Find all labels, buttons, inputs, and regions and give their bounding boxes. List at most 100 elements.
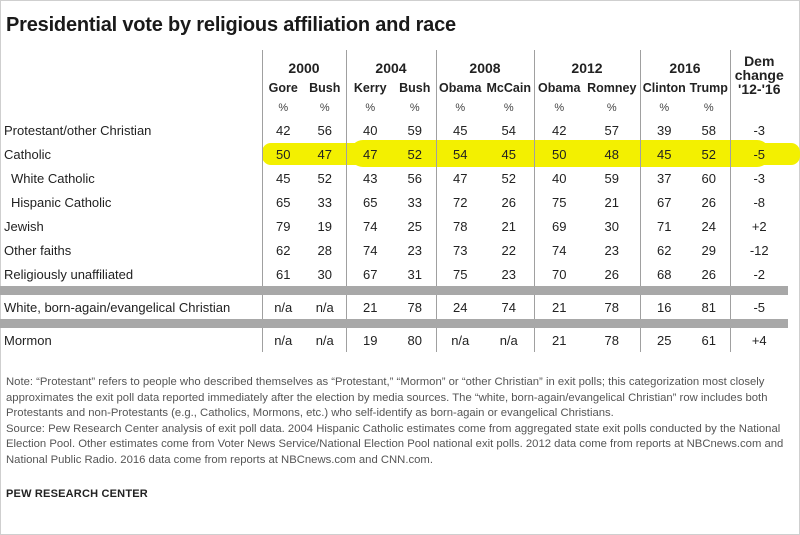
table-cell: 75 xyxy=(533,190,584,214)
percent-symbol: % xyxy=(319,102,330,114)
dem-change-header: Dem change '12-'16 xyxy=(729,50,788,98)
table-cell: 23 xyxy=(407,242,422,258)
percent-symbol xyxy=(729,98,788,118)
candidate-header: Bush xyxy=(309,81,341,95)
table-cell: 47 xyxy=(345,142,394,166)
table-cell: 37 xyxy=(639,166,688,190)
table-cell: 24 xyxy=(435,295,484,319)
year-header: 2012 xyxy=(533,50,640,78)
table-cell: 45 xyxy=(501,146,516,162)
year-header: 2016 xyxy=(639,50,730,78)
table-cell: 59 xyxy=(407,122,422,138)
table-cell: 25 xyxy=(639,328,688,352)
table-cell: -8 xyxy=(729,190,788,214)
row-separator xyxy=(0,286,788,295)
table-cell: 72 xyxy=(435,190,484,214)
table-cell: 54 xyxy=(501,122,516,138)
table-cell: 47 xyxy=(317,146,332,162)
row-label: Religiously unaffiliated xyxy=(4,266,134,282)
table-row: Jewish 79 19 74 25 78 21 69 30 71 24 +2 xyxy=(0,214,788,238)
table-cell: 62 xyxy=(261,238,304,262)
table-cell: 19 xyxy=(317,218,332,234)
header-candidates-row: Gore Bush Kerry Bush Obama McCain Obama Romney C… xyxy=(0,78,788,98)
table-cell: 24 xyxy=(701,218,716,234)
table-cell: 62 xyxy=(639,238,688,262)
table-cell: 23 xyxy=(604,242,619,258)
candidate-header: Romney xyxy=(587,81,637,95)
percent-symbol: % xyxy=(409,102,420,114)
table-cell: 45 xyxy=(435,118,484,142)
table-cell: 68 xyxy=(639,262,688,286)
table-cell: 74 xyxy=(533,238,584,262)
candidate-header: Obama xyxy=(533,78,584,98)
table-row: Religiously unaffiliated 61 30 67 31 75 23 70 26… xyxy=(0,262,788,286)
table-cell: 78 xyxy=(604,299,619,315)
header-spacer xyxy=(0,50,262,78)
percent-symbol: % xyxy=(345,98,394,118)
table-cell: 26 xyxy=(604,266,619,282)
table-cell: -5 xyxy=(729,142,788,166)
separator-bar xyxy=(0,319,788,328)
table-cell: 74 xyxy=(345,238,394,262)
table-cell: n/a xyxy=(315,332,334,348)
table-cell: 74 xyxy=(345,214,394,238)
table-cell: 52 xyxy=(407,146,422,162)
table-cell: 69 xyxy=(533,214,584,238)
row-label: Hispanic Catholic xyxy=(11,194,112,210)
table-cell: 61 xyxy=(261,262,304,286)
chart-title: Presidential vote by religious affiliati… xyxy=(6,14,456,36)
table-cell: 78 xyxy=(407,299,422,315)
table-cell: 33 xyxy=(317,194,332,210)
candidate-header: Kerry xyxy=(345,78,394,98)
table-cell: 67 xyxy=(345,262,394,286)
table-cell: -3 xyxy=(729,118,788,142)
table-cell: 65 xyxy=(345,190,394,214)
table-cell: -3 xyxy=(729,166,788,190)
row-label: Protestant/other Christian xyxy=(4,122,152,138)
table-cell: n/a xyxy=(499,332,518,348)
table-cell: 70 xyxy=(533,262,584,286)
candidate-header: Bush xyxy=(399,81,431,95)
table-cell: 30 xyxy=(317,266,332,282)
row-label: White, born-again/evangelical Christian xyxy=(4,299,231,315)
candidate-header: Obama xyxy=(435,78,484,98)
year-header: 2004 xyxy=(345,50,436,78)
candidate-header: Trump xyxy=(689,81,728,95)
table-cell: 56 xyxy=(407,170,422,186)
table-cell: 50 xyxy=(261,142,304,166)
year-header: 2000 xyxy=(261,50,346,78)
table-cell: 26 xyxy=(701,194,716,210)
table-cell: 74 xyxy=(501,299,516,315)
candidate-header: Gore xyxy=(261,78,304,98)
table-cell: 28 xyxy=(317,242,332,258)
percent-symbol: % xyxy=(503,102,514,114)
table-cell: 40 xyxy=(345,118,394,142)
percent-symbol: % xyxy=(703,102,714,114)
header-years-row: 2000 2004 2008 2012 2016 Dem change '12-'16 xyxy=(0,50,788,98)
percent-symbol: % xyxy=(639,98,688,118)
table-row: Hispanic Catholic 65 33 65 33 72 26 75 21 67 26 -8 xyxy=(0,190,788,214)
table-cell: 21 xyxy=(533,295,584,319)
table-cell: -2 xyxy=(729,262,788,286)
note-text: Note: “Protestant” refers to people who … xyxy=(6,376,768,419)
table-cell: 21 xyxy=(501,218,516,234)
table-cell: 47 xyxy=(435,166,484,190)
table-cell: 79 xyxy=(261,214,304,238)
header-spacer xyxy=(0,98,262,118)
table-cell: 81 xyxy=(701,299,716,315)
table-cell: 22 xyxy=(501,242,516,258)
row-separator xyxy=(0,319,788,328)
table-cell: 54 xyxy=(435,142,484,166)
row-label: White Catholic xyxy=(11,170,95,186)
table-cell: 57 xyxy=(604,122,619,138)
table-cell: 21 xyxy=(604,194,619,210)
table-cell: 26 xyxy=(501,194,516,210)
table-cell: 73 xyxy=(435,238,484,262)
table-cell: 52 xyxy=(317,170,332,186)
table-cell: 65 xyxy=(261,190,304,214)
percent-symbol: % xyxy=(606,102,617,114)
table-cell: 26 xyxy=(701,266,716,282)
dem-change-header-line: change xyxy=(734,67,784,83)
candidate-header: Clinton xyxy=(639,78,688,98)
table-cell: 48 xyxy=(604,146,619,162)
